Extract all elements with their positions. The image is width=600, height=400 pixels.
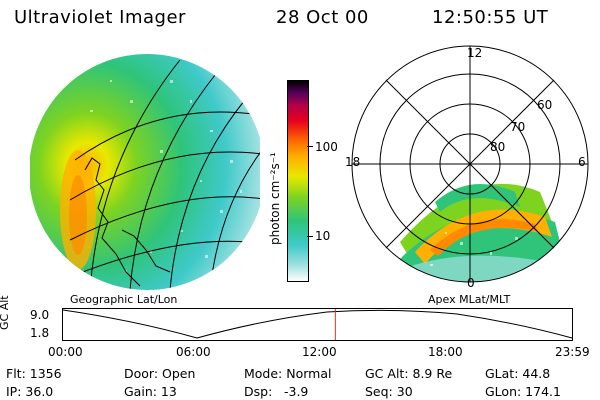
orbit-xtick-2: 12:00 [302, 345, 337, 359]
polar-plot [351, 45, 589, 283]
polar-ring-80: 80 [490, 140, 506, 154]
colorbar-tick-10: 10 [315, 229, 331, 243]
polar-label-0: 0 [467, 276, 475, 290]
orbit-xtick-0: 00:00 [48, 345, 83, 359]
orbit-xtick-3: 18:00 [428, 345, 463, 359]
gc-altitude: GC Alt: 8.9 Re [365, 366, 453, 381]
instrument-title: Ultraviolet Imager [14, 7, 186, 28]
orbit-xtick-4: 23:59 [555, 345, 590, 359]
polar-label-12: 12 [467, 46, 483, 60]
date-label: 28 Oct 00 [276, 7, 369, 28]
orbit-xtick-1: 06:00 [176, 345, 211, 359]
colorbar-tick-100-mark [307, 146, 313, 147]
colorbar-tick-100: 100 [315, 140, 338, 154]
ip-value: IP: 36.0 [6, 384, 54, 399]
orbit-ylabel: GC Alt [0, 295, 11, 330]
time-label: 12:50:55 UT [432, 7, 549, 28]
polar-ring-70: 70 [510, 120, 526, 134]
geo-latitude: GLat: 44.8 [485, 366, 551, 381]
left-caption: Geographic Lat/Lon [70, 293, 178, 306]
polar-ring-60: 60 [537, 98, 553, 112]
colorbar-label: photon cm⁻²s⁻¹ [268, 152, 282, 245]
colorbar [287, 80, 309, 282]
flight-number: Flt: 1356 [6, 366, 62, 381]
orbit-ymin: 1.8 [30, 326, 50, 340]
dsp-value: -3.9 [284, 384, 309, 399]
orbit-plot [62, 308, 573, 341]
colorbar-tick-10-mark [307, 236, 313, 237]
polar-label-6: 6 [578, 155, 586, 169]
right-caption: Apex MLat/MLT [428, 293, 511, 306]
sequence-number: Seq: 30 [365, 384, 413, 399]
orbit-ymax: 9.0 [30, 308, 50, 322]
geographic-image [30, 54, 260, 290]
geo-longitude: GLon: 174.1 [485, 384, 561, 399]
gain-value: Gain: 13 [124, 384, 177, 399]
mode-value: Mode: Normal [244, 366, 332, 381]
dsp-label: Dsp: [244, 384, 273, 399]
door-status: Door: Open [124, 366, 196, 381]
polar-label-18: 18 [345, 155, 361, 169]
